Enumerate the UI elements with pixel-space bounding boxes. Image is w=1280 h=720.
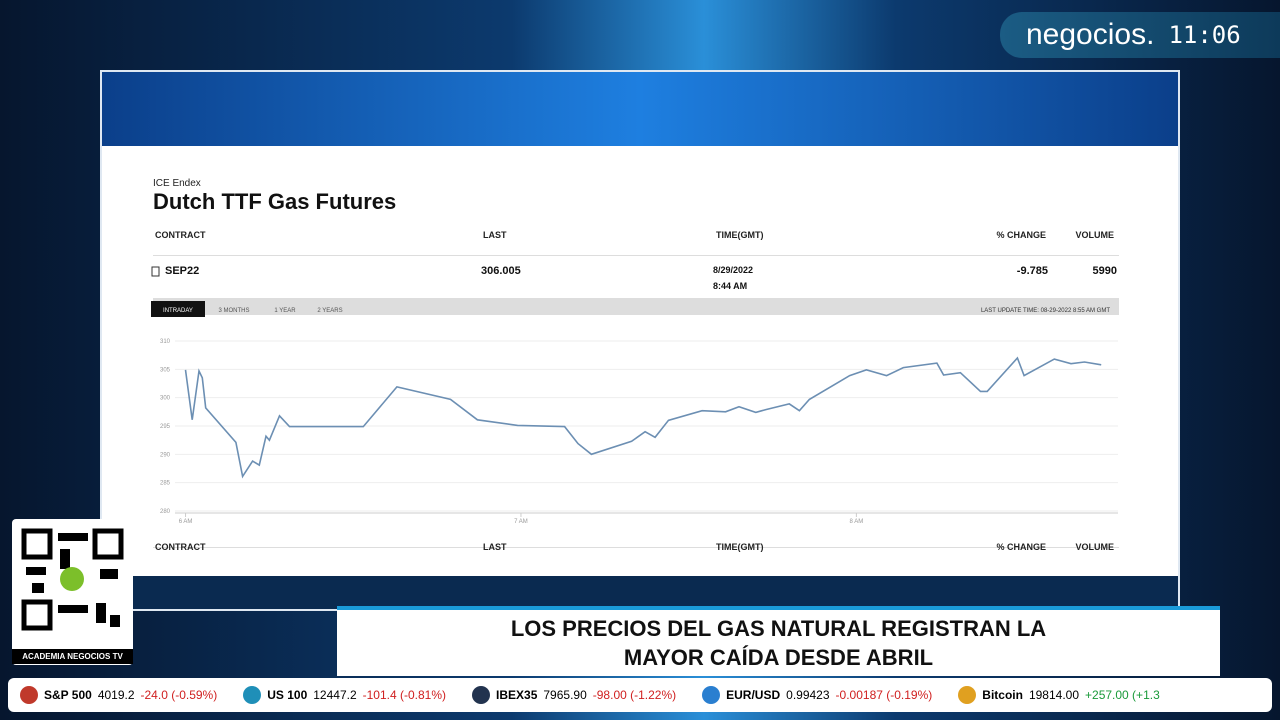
exchange: ICE Endex — [153, 178, 201, 189]
price-line — [184, 356, 1102, 479]
table-header: % CHANGE — [996, 542, 1046, 552]
ticker-value: 19814.00 — [1028, 688, 1080, 702]
x-tick-label: 7 AM — [514, 519, 528, 525]
table-header: TIME(GMT) — [716, 542, 764, 552]
table-header: LAST — [483, 542, 507, 552]
table-header: VOLUME — [1075, 542, 1114, 552]
last-price: 306.005 — [481, 265, 521, 277]
tab: INTRADAY — [163, 308, 193, 314]
ticker-name: US 100 — [267, 688, 308, 702]
ticker-change: -98.00 (-1.22%) — [592, 688, 677, 702]
y-tick-label: 280 — [160, 509, 171, 515]
table-header: LAST — [483, 230, 507, 240]
table-header: % CHANGE — [996, 230, 1046, 240]
table-header: TIME(GMT) — [716, 230, 764, 240]
ticker-change: -24.0 (-0.59%) — [140, 688, 218, 702]
table-header: CONTRACT — [155, 542, 206, 552]
web-page: ICE Endex Dutch TTF Gas Futures — [102, 146, 1178, 576]
channel-bug: negocios. 11:06 — [1000, 12, 1280, 58]
qr-label: ACADEMIA NEGOCIOS TV — [12, 649, 133, 664]
y-tick-label: 310 — [160, 339, 171, 345]
ticker-item: Bitcoin 19814.00 +257.00 (+1.3 — [958, 686, 1160, 704]
volume: 5990 — [1093, 265, 1117, 277]
ticker-value: 0.99423 — [786, 688, 830, 702]
market-ticker: S&P 500 4019.2 -24.0 (-0.59%) US 100 12447.2… — [8, 678, 1272, 712]
contract: SEP22 — [165, 265, 199, 277]
ticker-value: 12447.2 — [313, 688, 357, 702]
ticker-icon — [702, 686, 721, 704]
y-tick-label: 285 — [160, 481, 171, 487]
ticker-icon — [243, 686, 262, 704]
screen: ICE Endex Dutch TTF Gas Futures — [100, 70, 1180, 611]
x-tick-label: 6 AM — [179, 519, 193, 525]
clock: 11:06 — [1168, 21, 1241, 49]
ticker-icon — [20, 686, 38, 704]
ticker-change: -0.00187 (-0.19%) — [835, 688, 933, 702]
y-tick-label: 290 — [160, 452, 171, 458]
page-title: Dutch TTF Gas Futures — [153, 189, 397, 214]
y-tick-label: 300 — [160, 396, 171, 402]
ticker-change: +257.00 (+1.3 — [1085, 688, 1160, 702]
divider — [153, 255, 1119, 256]
trade-date: 8/29/2022 — [713, 265, 753, 275]
y-tick-label: 305 — [160, 367, 171, 373]
page-banner — [102, 72, 1178, 146]
contract-icon — [151, 266, 160, 277]
ticker-item: EUR/USD 0.99423 -0.00187 (-0.19%) — [702, 686, 932, 704]
ticker-icon — [958, 686, 977, 704]
ticker-name: Bitcoin — [982, 688, 1023, 702]
tab: 3 MONTHS — [218, 308, 249, 314]
ticker-item: IBEX35 7965.90 -98.00 (-1.22%) — [472, 686, 676, 704]
divider — [153, 547, 1119, 548]
headline-box: LOS PRECIOS DEL GAS NATURAL REGISTRAN LA… — [337, 606, 1220, 676]
table-header: CONTRACT — [155, 230, 206, 240]
tab-active — [151, 301, 205, 317]
y-tick-label: 295 — [160, 424, 171, 430]
ticker-name: EUR/USD — [726, 688, 781, 702]
ticker-change: -101.4 (-0.81%) — [362, 688, 447, 702]
headline-line: MAYOR CAÍDA DESDE ABRIL — [623, 645, 934, 670]
ticker-value: 4019.2 — [97, 688, 135, 702]
ticker-name: S&P 500 — [44, 688, 92, 702]
ticker-icon — [472, 686, 491, 704]
trade-time: 8:44 AM — [713, 281, 747, 291]
channel-name: negocios. — [1026, 18, 1155, 51]
tab: 1 YEAR — [274, 308, 296, 314]
table-header: VOLUME — [1075, 230, 1114, 240]
tab-bar — [153, 298, 1119, 315]
qr-code — [21, 528, 124, 631]
ticker-item: S&P 500 4019.2 -24.0 (-0.59%) — [20, 686, 217, 704]
ticker-item: US 100 12447.2 -101.4 (-0.81%) — [243, 686, 446, 704]
x-tick-label: 8 AM — [850, 519, 864, 525]
pct-change: -9.785 — [1017, 265, 1048, 277]
qr-box: ACADEMIA NEGOCIOS TV — [12, 519, 133, 665]
tab: 2 YEARS — [317, 308, 342, 314]
ticker-name: IBEX35 — [496, 688, 538, 702]
ticker-value: 7965.90 — [543, 688, 587, 702]
last-update: LAST UPDATE TIME: 08-29-2022 8:55 AM GMT — [981, 308, 1110, 314]
headline-line: LOS PRECIOS DEL GAS NATURAL REGISTRAN LA — [510, 616, 1047, 641]
